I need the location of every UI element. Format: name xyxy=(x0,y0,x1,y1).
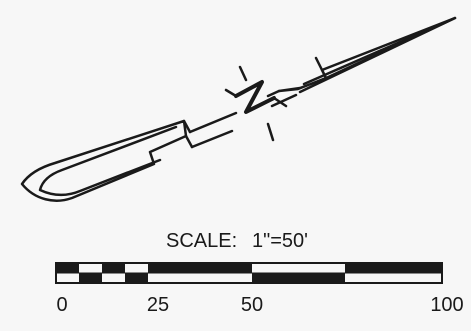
north-letter xyxy=(224,65,288,142)
scale-seg xyxy=(148,263,252,273)
north-arrow-icon xyxy=(20,16,457,202)
scale-tick-100: 100 xyxy=(430,294,463,316)
scale-tick-25: 25 xyxy=(147,294,169,316)
scale-tick-50: 50 xyxy=(241,294,263,316)
scale-seg xyxy=(79,273,102,283)
needle-shaft-upper xyxy=(298,16,457,94)
scale-seg xyxy=(345,263,442,273)
needle-handle xyxy=(20,119,188,202)
needle-shaft-right xyxy=(266,89,298,108)
scale-tick-0: 0 xyxy=(56,294,67,316)
needle-shaft-left xyxy=(188,111,238,149)
needle-notch-lower xyxy=(182,119,194,149)
needle-notch-upper xyxy=(314,56,328,80)
needle-handle-inner xyxy=(38,125,178,197)
scale-seg xyxy=(125,273,148,283)
scale-seg xyxy=(56,263,79,273)
scale-label: SCALE: xyxy=(166,230,237,252)
scale-bar xyxy=(55,262,443,284)
scale-seg xyxy=(102,263,125,273)
scale-ratio: 1"=50' xyxy=(252,230,308,252)
scale-seg xyxy=(252,273,345,283)
